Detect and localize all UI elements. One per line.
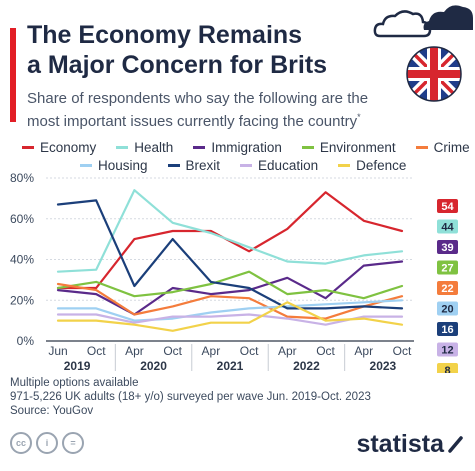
x-year-label: 2023 <box>370 359 397 373</box>
x-tick-label: Oct <box>393 344 412 358</box>
legend-item-health: Health <box>116 140 173 155</box>
end-label-defence: 8 <box>444 365 450 373</box>
footnote-sample: 971-5,226 UK adults (18+ y/o) surveyed p… <box>10 391 371 403</box>
chart-title: The Economy Remains a Major Concern for … <box>27 20 377 80</box>
end-badge-education <box>437 342 458 357</box>
y-tick-label: 20% <box>10 293 34 307</box>
legend-item-housing: Housing <box>80 158 148 173</box>
end-label-housing: 20 <box>441 304 453 316</box>
legend-item-defence: Defence <box>338 158 406 173</box>
series-line-housing <box>56 299 404 322</box>
legend-item-environment: Environment <box>301 139 396 155</box>
x-year-label: 2021 <box>217 359 244 373</box>
footnote-source: Source: YouGov <box>10 405 94 417</box>
x-year-label: 2022 <box>293 359 320 373</box>
x-tick-label: Apr <box>354 344 373 358</box>
no-derivatives-icon[interactable]: = <box>62 432 84 454</box>
attribution-icon[interactable]: i <box>36 432 58 454</box>
chart-subtitle-line2: most important issues currently facing t… <box>27 113 358 130</box>
series-line-brexit <box>56 199 404 310</box>
clouds-icon <box>373 5 473 38</box>
footnote: Multiple options available 971-5,226 UK … <box>10 376 371 418</box>
end-label-environment: 27 <box>441 263 453 275</box>
legend-label-health: Health <box>134 139 174 155</box>
x-tick-label: Oct <box>87 344 106 358</box>
legend-swatch-health <box>116 145 129 149</box>
chart-title-line1: The Economy Remains <box>27 21 303 49</box>
line-chart: 0% 20% 40% 60% 80% Jun Oct Apr Oct Apr Oct Apr Oct Ap… <box>10 171 458 373</box>
creative-commons-icon[interactable]: cc <box>10 432 32 454</box>
chart-title-line2: a Major Concern for Brits <box>27 51 328 79</box>
legend-label-economy: Economy <box>40 139 97 155</box>
legend-label-defence: Defence <box>356 157 407 173</box>
x-tick-label: Apr <box>278 344 297 358</box>
y-tick-label: 80% <box>10 171 34 185</box>
x-tick-label: Oct <box>240 344 259 358</box>
legend-swatch-defence <box>338 163 351 167</box>
legend-item-crime: Crime <box>415 139 470 155</box>
end-badge-immigration <box>437 240 458 254</box>
statista-mark-icon <box>448 436 463 453</box>
x-tick-label: Apr <box>125 344 144 358</box>
legend-label-immigration: Immigration <box>211 139 282 155</box>
series-line-environment <box>56 270 404 300</box>
y-tick-label: 40% <box>10 253 34 267</box>
x-year-label: 2020 <box>140 359 167 373</box>
license-icons: cc i = <box>10 432 84 454</box>
legend-label-education: Education <box>258 157 319 173</box>
legend-swatch-crime <box>415 145 428 149</box>
end-badge-economy <box>437 199 458 213</box>
legend-swatch-education <box>240 163 253 167</box>
chart-subtitle: Share of respondents who say the followi… <box>27 90 427 131</box>
legend-swatch-economy <box>22 145 34 149</box>
end-badge-brexit <box>437 322 458 336</box>
series-line-defence <box>56 301 404 332</box>
legend-item-brexit: Brexit <box>167 157 221 173</box>
footnote-note: Multiple options available <box>10 377 139 389</box>
x-tick-label: Apr <box>202 344 221 358</box>
subtitle-footnote-mark: * <box>357 112 361 122</box>
end-badge-health <box>437 219 458 234</box>
legend-label-housing: Housing <box>98 157 148 173</box>
legend-item-economy: Economy <box>22 140 96 155</box>
legend-swatch-environment <box>301 145 314 149</box>
end-label-economy: 54 <box>441 201 454 213</box>
legend-label-crime: Crime <box>433 139 470 155</box>
end-label-health: 44 <box>441 222 454 234</box>
legend-item-education: Education <box>240 158 318 173</box>
end-label-education: 12 <box>441 345 453 357</box>
chart-legend: Economy Health Immigration Environment C… <box>20 138 470 174</box>
series-line-crime <box>56 282 404 320</box>
legend-label-brexit: Brexit <box>185 157 221 173</box>
legend-swatch-immigration <box>193 145 206 149</box>
end-badge-defence <box>437 363 458 373</box>
legend-swatch-housing <box>80 163 92 167</box>
end-badge-environment <box>437 260 458 275</box>
end-badge-crime <box>437 281 458 295</box>
legend-item-immigration: Immigration <box>193 140 282 155</box>
end-label-crime: 22 <box>441 283 453 295</box>
statista-wordmark: statista <box>356 430 444 458</box>
series-line-immigration <box>56 260 404 316</box>
x-tick-label: Jun <box>48 344 67 358</box>
statista-logo[interactable]: statista <box>356 430 463 459</box>
y-tick-label: 60% <box>10 212 34 226</box>
uk-flag-icon <box>406 46 462 102</box>
x-tick-label: Oct <box>316 344 335 358</box>
y-tick-label: 0% <box>17 334 35 348</box>
title-accent-bar <box>10 28 16 122</box>
legend-label-environment: Environment <box>319 139 396 155</box>
end-label-brexit: 16 <box>441 324 453 336</box>
end-label-immigration: 39 <box>441 242 453 254</box>
x-tick-label: Oct <box>163 344 182 358</box>
chart-subtitle-line1: Share of respondents who say the followi… <box>27 90 369 107</box>
end-badge-housing <box>437 301 458 316</box>
x-year-label: 2019 <box>64 359 91 373</box>
legend-swatch-brexit <box>167 163 180 167</box>
series-line-health <box>56 189 404 273</box>
